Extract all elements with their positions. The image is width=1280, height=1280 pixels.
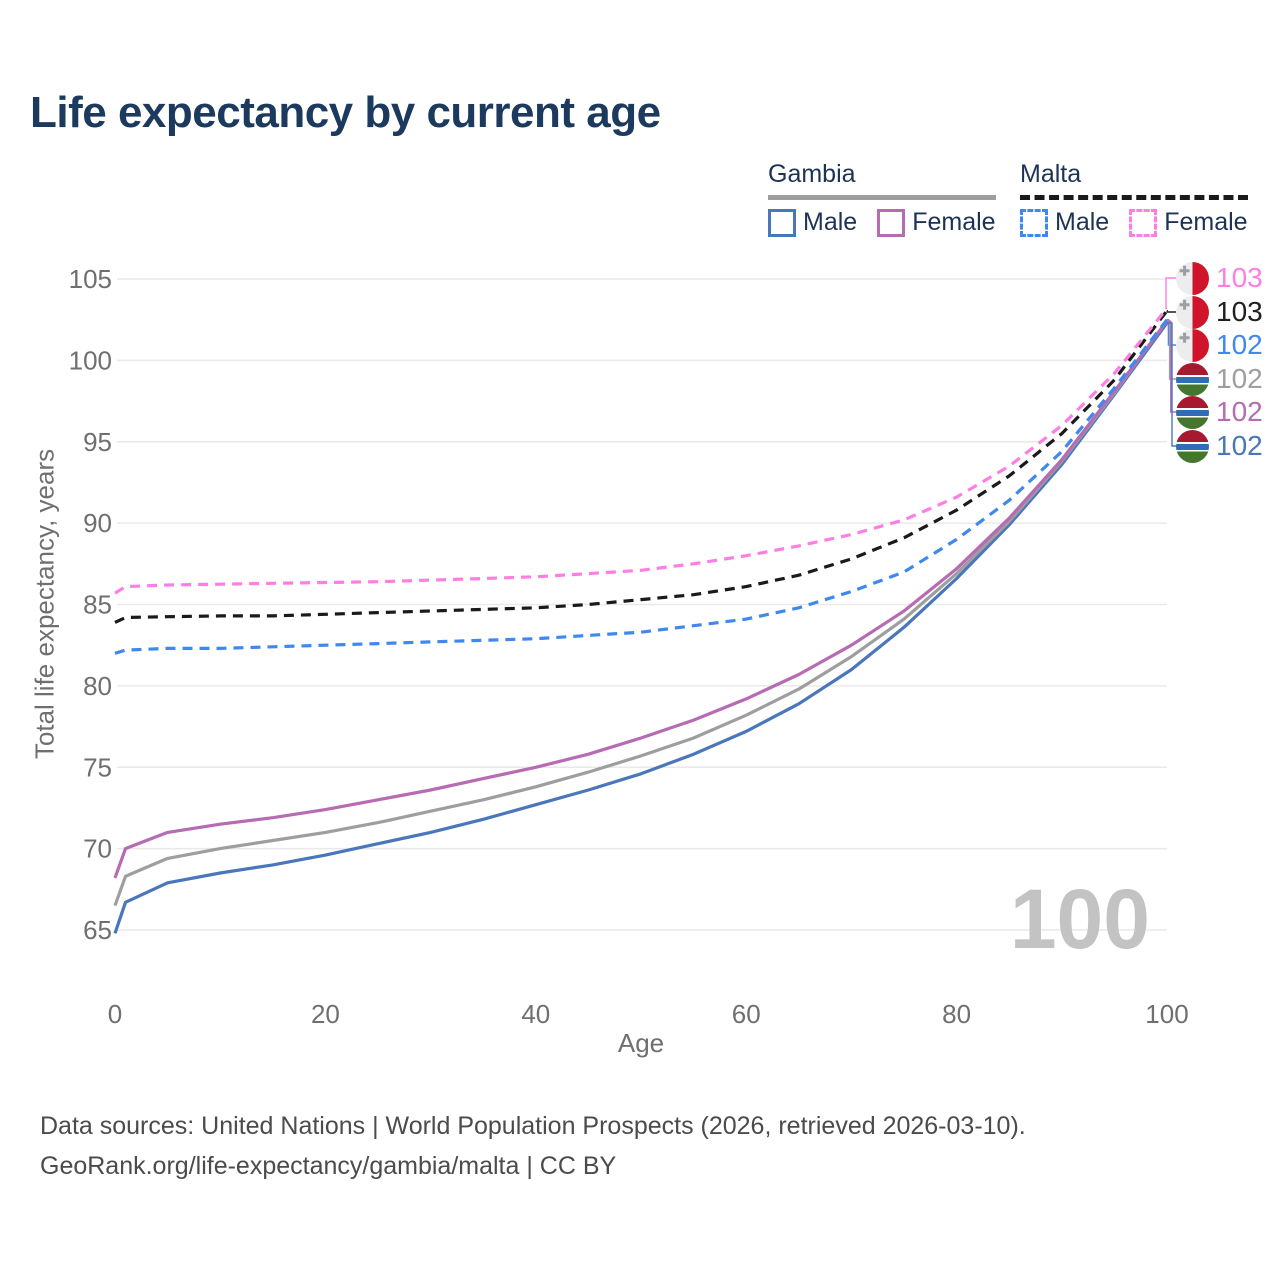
legend-item-gambia-male[interactable]: Male [768,208,857,237]
leader-line [1167,320,1176,413]
footer-data-sources: Data sources: United Nations | World Pop… [40,1112,1026,1140]
legend-group-malta: Malta Male Female [1020,160,1248,237]
page-title: Life expectancy by current age [30,88,661,137]
legend-item-label: Female [912,208,996,236]
x-tick-label: 60 [732,999,761,1029]
footer-attribution: GeoRank.org/life-expectancy/gambia/malta… [40,1152,617,1180]
x-tick-labels: 0 20 40 60 80 100 [108,999,1189,1029]
malta-female-swatch-icon [1129,208,1158,237]
footer: Data sources: United Nations | World Pop… [40,1106,1026,1186]
x-tick-label: 0 [108,999,122,1029]
legend-item-malta-male[interactable]: Male [1020,208,1109,237]
x-tick-label: 100 [1145,999,1188,1029]
series-line-malta [114,309,1169,624]
leader-line [1167,322,1176,447]
legend-country-gambia[interactable]: Gambia [768,160,856,188]
y-tick-label: 80 [83,671,112,701]
legend-underline-gambia-solid [768,195,996,200]
line-chart: 100 65 70 75 80 85 90 95 100 105 0 20 40 60 80 100 [69,264,1189,1029]
y-tick-label: 100 [69,345,112,375]
legend-item-gambia-female[interactable]: Female [877,208,996,237]
y-tick-label: 105 [69,264,112,294]
x-axis-title: Age [617,1028,665,1058]
y-tick-label: 70 [83,834,112,864]
malta-male-swatch-icon [1020,208,1048,237]
leader-line [1167,319,1176,380]
leader-line [1165,277,1176,309]
legend-underline-malta-dashed [1020,195,1248,200]
series-line-malta-female [114,307,1169,595]
series-line-malta-male [114,318,1169,655]
legend-group-gambia: Gambia Male Female [768,160,996,237]
x-tick-label: 80 [942,999,971,1029]
series-line-gambia-female [113,320,1169,879]
legend: Gambia Male Female Malta Male [0,160,1280,240]
legend-item-label: Male [803,208,858,236]
legend-item-malta-female[interactable]: Female [1129,208,1248,237]
series-lines [113,307,1169,934]
leader-lines [1165,277,1176,447]
legend-item-label: Female [1164,208,1248,236]
current-age-watermark-text: 100 [1010,872,1150,966]
gambia-female-swatch-icon [877,208,906,237]
leader-line [1166,310,1176,313]
series-line-gambia-male [113,321,1169,934]
y-axis-title: Total life expectancy, years [29,448,60,760]
series-line-gambia [113,319,1169,907]
y-tick-label: 65 [83,915,112,945]
y-tick-label: 90 [83,508,112,538]
legend-items-gambia: Male Female [768,208,996,237]
y-tick-label: 95 [83,427,112,457]
y-tick-label: 75 [83,752,112,782]
current-age-watermark: 100 [1010,872,1150,966]
gambia-male-swatch-icon [768,208,796,237]
x-tick-label: 20 [311,999,340,1029]
gridlines [117,278,1167,931]
legend-item-label: Male [1055,208,1110,236]
legend-items-malta: Male Female [1020,208,1248,237]
x-tick-label: 40 [521,999,550,1029]
y-tick-label: 85 [83,590,112,620]
y-tick-labels: 65 70 75 80 85 90 95 100 105 [69,264,112,945]
legend-country-malta[interactable]: Malta [1020,160,1082,188]
